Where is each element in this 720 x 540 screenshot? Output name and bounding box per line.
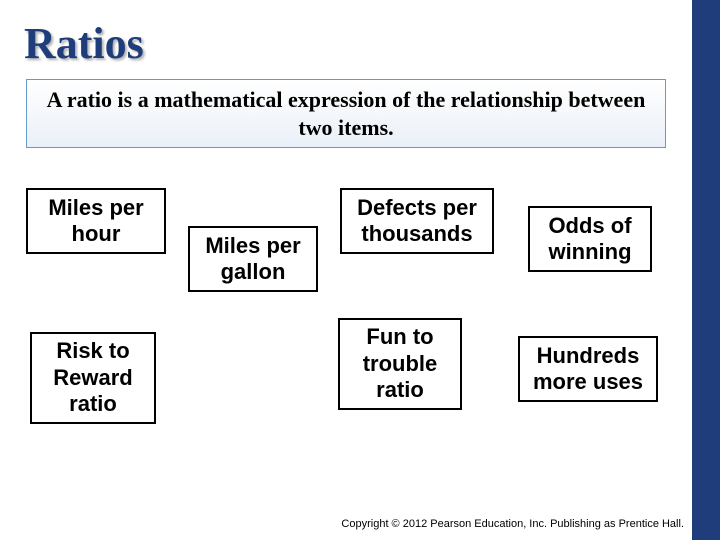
example-hundreds-more: Hundreds more uses xyxy=(518,336,658,402)
example-defects-per-thousands: Defects per thousands xyxy=(340,188,494,254)
slide-title: Ratios xyxy=(20,18,672,69)
side-accent-bar xyxy=(692,0,720,540)
example-risk-to-reward: Risk to Reward ratio xyxy=(30,332,156,424)
copyright-text: Copyright © 2012 Pearson Education, Inc.… xyxy=(341,518,684,530)
example-fun-to-trouble: Fun to trouble ratio xyxy=(338,318,462,410)
example-miles-per-hour: Miles per hour xyxy=(26,188,166,254)
slide-content: Ratios A ratio is a mathematical express… xyxy=(0,0,692,540)
example-odds-of-winning: Odds of winning xyxy=(528,206,652,272)
example-miles-per-gallon: Miles per gallon xyxy=(188,226,318,292)
examples-area: Miles per hour Miles per gallon Defects … xyxy=(20,168,672,508)
definition-box: A ratio is a mathematical expression of … xyxy=(26,79,666,148)
